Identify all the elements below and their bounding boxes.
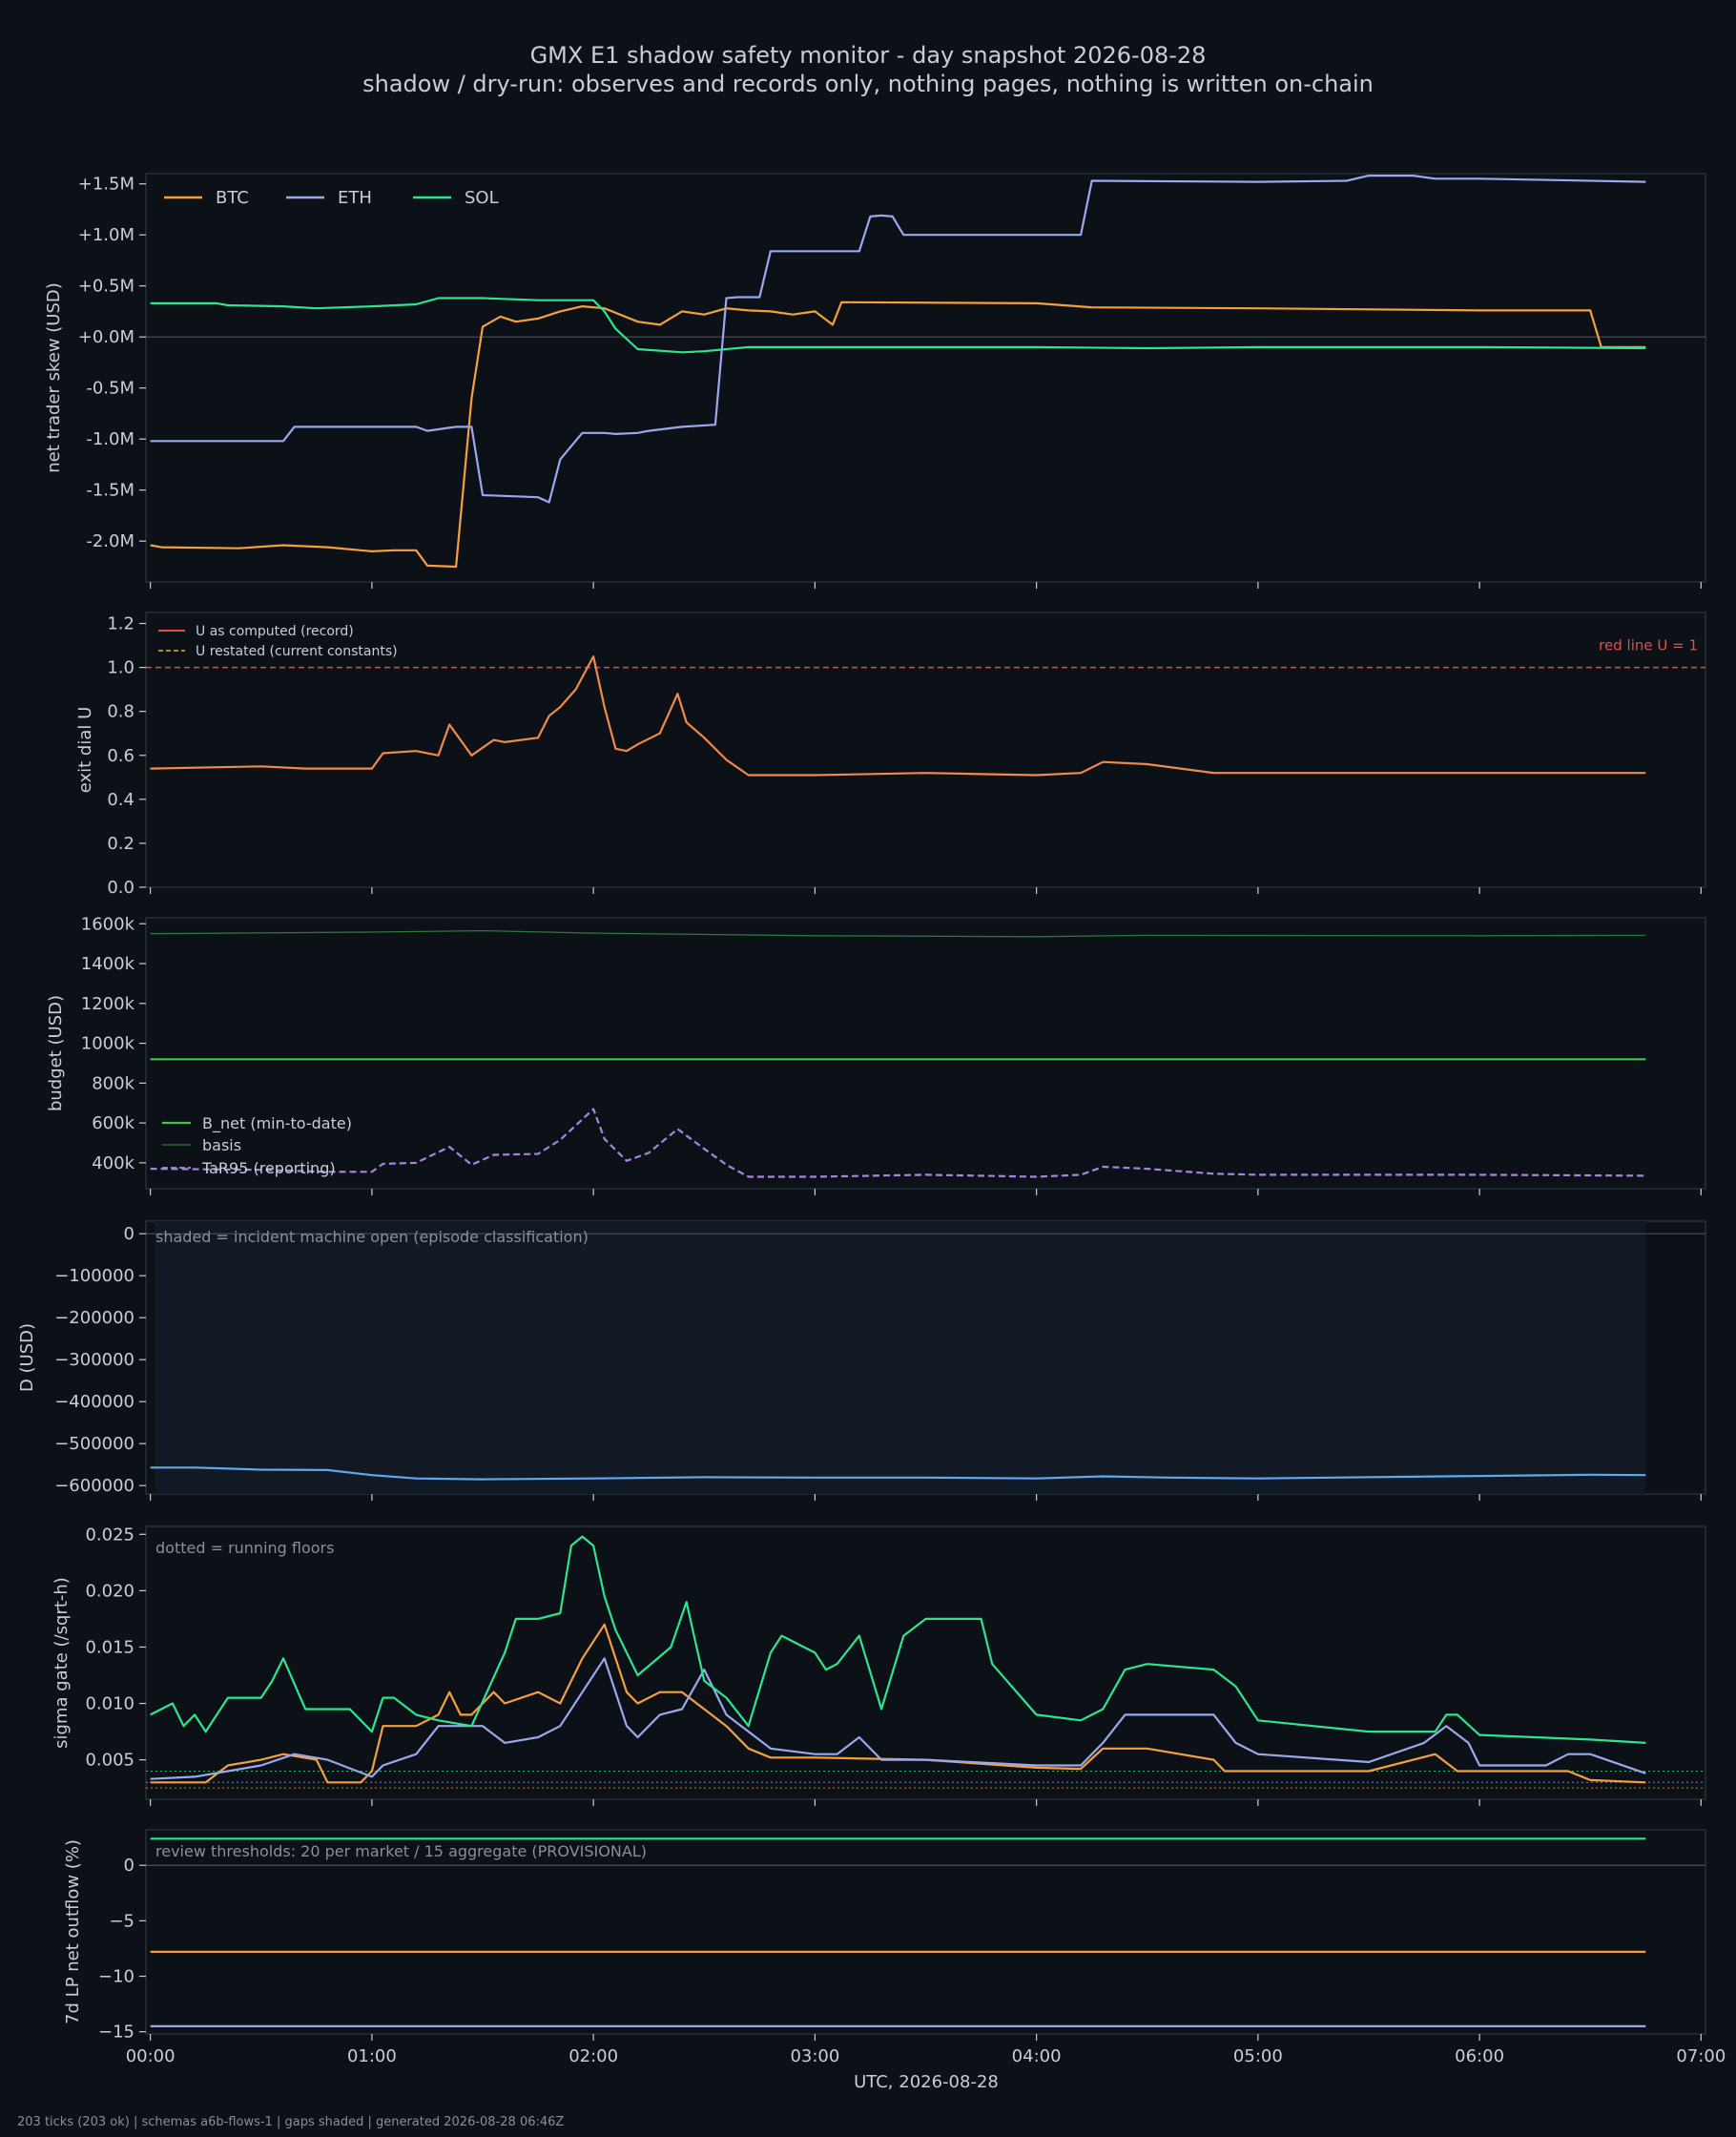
panel-5: 0.005 0.010 0.015 0.020 0.025 sigma gate (/sq…	[52, 1525, 1706, 1806]
x-tick-label: 03:00	[790, 2046, 839, 2066]
legend-label: BTC	[216, 188, 249, 208]
y-axis-label: budget (USD)	[46, 995, 66, 1111]
y-tick-label: −5	[109, 1911, 134, 1931]
panel-4: 0 −100000 −200000 −300000 −400000 −500000 −600…	[17, 1220, 1706, 1501]
panel-6: 0 −5 −10 −15 00:00 01:00 02:00 03:00 04:00 05:00 0…	[63, 1829, 1726, 2066]
legend-label: U as computed (record)	[196, 624, 354, 639]
y-axis-label: sigma gate (/sqrt-h)	[52, 1577, 72, 1749]
y-tick-label: 0	[124, 1856, 134, 1876]
y-tick-label: −10	[98, 1967, 134, 1987]
panel-3: 400k 600k 800k 1000k 1200k 1400k 1600k budget (…	[46, 914, 1706, 1195]
x-tick-label: 02:00	[568, 2046, 618, 2066]
y-axis-label: 7d LP net outflow (%)	[63, 1839, 83, 2024]
y-tick-label: 0.020	[85, 1581, 134, 1601]
x-tick-label: 01:00	[347, 2046, 397, 2066]
incident-shade-band	[155, 1221, 1646, 1494]
series-line-d	[150, 1466, 1646, 1481]
y-tick-label: 400k	[92, 1153, 134, 1173]
y-tick-label: −400000	[54, 1392, 134, 1412]
chart-title: GMX E1 shadow safety monitor - day snaps…	[530, 42, 1207, 69]
y-tick-label: 1200k	[81, 994, 135, 1014]
x-tick-label: 04:00	[1012, 2046, 1062, 2066]
y-tick-label: 0.0	[107, 878, 134, 898]
red-line-label: red line U = 1	[1599, 637, 1698, 654]
legend-label: B_net (min-to-date)	[202, 1114, 352, 1133]
y-tick-label: 1400k	[81, 954, 135, 974]
y-tick-label: 0.2	[107, 834, 134, 854]
y-tick-label: 1000k	[81, 1034, 135, 1054]
x-tick-label: 05:00	[1233, 2046, 1283, 2066]
y-tick-label: -0.5M	[86, 379, 134, 399]
y-tick-label: -1.0M	[86, 429, 134, 449]
plot-frame	[145, 612, 1706, 888]
plot-frame	[145, 917, 1706, 1190]
series-line-sol	[150, 1535, 1646, 1744]
legend-label: TaR95 (reporting)	[201, 1159, 336, 1177]
legend-label: basis	[202, 1136, 241, 1154]
series-line-btc	[150, 301, 1646, 569]
plot-frame	[145, 1525, 1706, 1800]
y-tick-label: +1.0M	[78, 225, 134, 245]
y-tick-label: -2.0M	[86, 531, 134, 551]
chart-subtitle: shadow / dry-run: observes and records o…	[362, 71, 1374, 97]
series-line-btc	[150, 1623, 1646, 1784]
panel-note: shaded = incident machine open (episode …	[155, 1228, 589, 1246]
y-tick-label: +0.0M	[78, 327, 134, 347]
y-tick-label: 0.005	[85, 1751, 134, 1771]
y-tick-label: 800k	[92, 1073, 134, 1093]
x-axis-label: UTC, 2026-08-28	[854, 2072, 999, 2092]
y-tick-label: +1.5M	[78, 175, 134, 195]
y-tick-label: −300000	[54, 1350, 134, 1370]
series-line-basis	[150, 929, 1646, 938]
x-tick-label: 00:00	[126, 2046, 176, 2066]
y-tick-label: -1.5M	[86, 481, 134, 501]
y-tick-label: −500000	[54, 1434, 134, 1454]
y-tick-label: −600000	[54, 1476, 134, 1496]
y-tick-label: 0.6	[107, 746, 134, 766]
y-axis-label: D (USD)	[17, 1323, 37, 1392]
plot-frame	[145, 1829, 1706, 2035]
plot-frame	[145, 173, 1706, 583]
series-line-tar95-reporting	[150, 1108, 1646, 1178]
series-line-sol	[150, 297, 1646, 354]
footer-status: 203 ticks (203 ok) | schemas a6b-flows-1…	[17, 2115, 564, 2129]
y-tick-label: 1.0	[107, 658, 134, 678]
y-tick-label: 0	[124, 1224, 134, 1244]
series-line-u-as-computed-record	[150, 654, 1646, 777]
y-axis-label: net trader skew (USD)	[44, 282, 64, 473]
y-tick-label: −200000	[54, 1308, 134, 1328]
y-tick-label: 0.4	[107, 790, 134, 810]
y-tick-label: 1.2	[107, 614, 134, 634]
x-tick-label: 06:00	[1455, 2046, 1504, 2066]
legend-label: ETH	[338, 188, 372, 208]
y-tick-label: −15	[98, 2023, 134, 2043]
panel-2: 0.0 0.2 0.4 0.6 0.8 1.0 1.2 exit dial U red line…	[75, 612, 1706, 898]
series-line-eth	[150, 1657, 1646, 1780]
y-tick-label: 0.015	[85, 1637, 134, 1657]
legend-label: U restated (current constants)	[196, 644, 398, 659]
panel-note: review thresholds: 20 per market / 15 ag…	[155, 1842, 647, 1860]
legend-label: SOL	[465, 188, 499, 208]
y-tick-label: 0.010	[85, 1694, 134, 1714]
y-tick-label: 600k	[92, 1113, 134, 1133]
y-axis-label: exit dial U	[75, 707, 95, 794]
y-tick-label: +0.5M	[78, 277, 134, 297]
y-tick-label: 0.8	[107, 702, 134, 722]
y-tick-label: 0.025	[85, 1525, 134, 1545]
series-line-eth	[150, 175, 1646, 504]
panel-1: -2.0M -1.5M -1.0M -0.5M +0.0M +0.5M +1.0M +1.5M…	[44, 173, 1706, 589]
y-tick-label: 1600k	[81, 914, 135, 934]
panel-note: dotted = running floors	[155, 1539, 334, 1557]
y-tick-label: −100000	[54, 1266, 134, 1286]
x-tick-label: 07:00	[1676, 2046, 1726, 2066]
